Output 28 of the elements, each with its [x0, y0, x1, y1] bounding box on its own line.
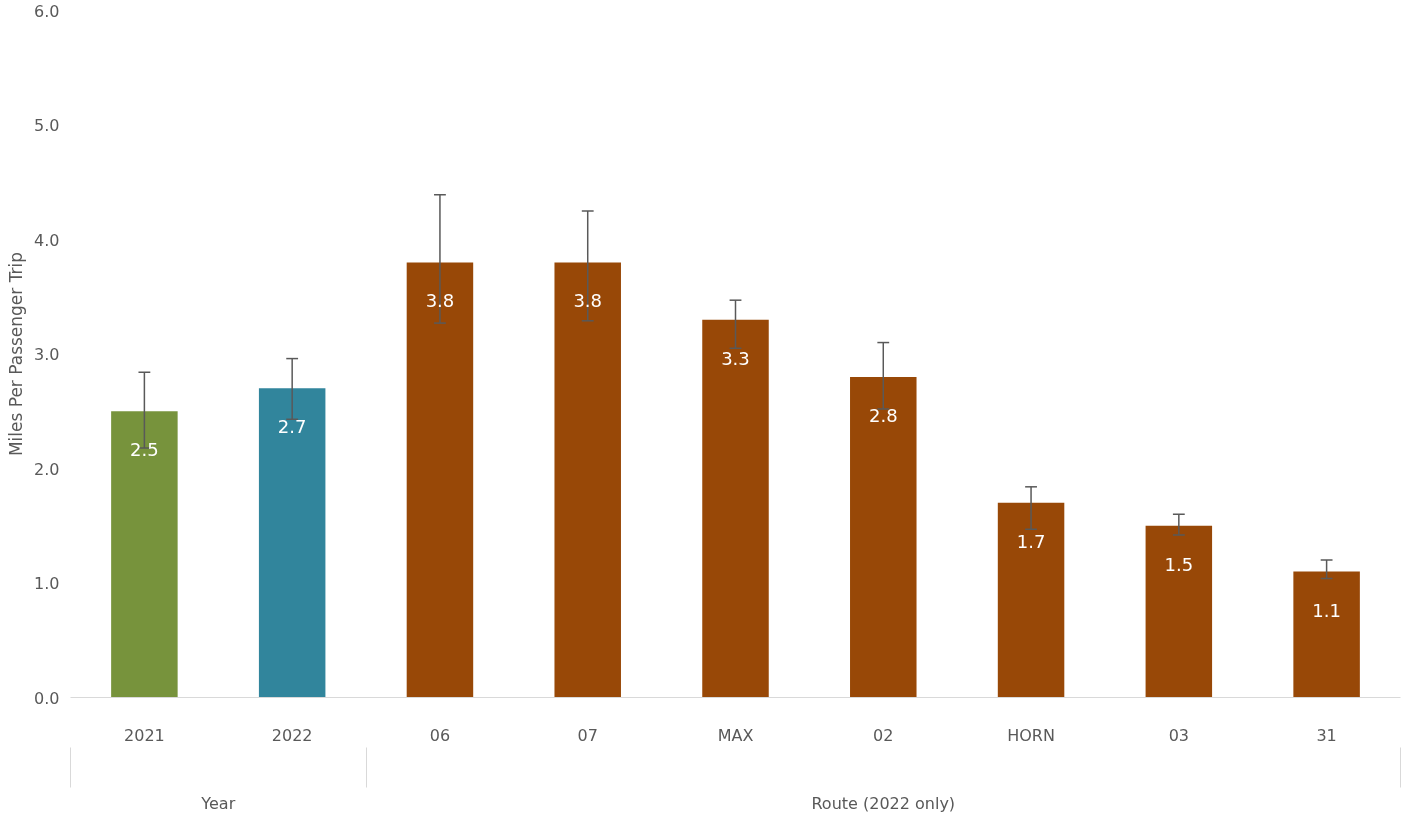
x-tick-label: 2021 — [124, 725, 165, 745]
x-tick-label: 06 — [429, 725, 451, 745]
y-tick-label: 2.0 — [34, 459, 60, 479]
x-tick-label: 31 — [1316, 725, 1337, 745]
y-tick-label: 0.0 — [34, 688, 60, 708]
text: Route (2022 only) — [811, 793, 956, 813]
x-tick-label: 02 — [873, 725, 894, 745]
x-tick-label: MAX — [717, 725, 754, 745]
x-tick-label: 03 — [1168, 725, 1190, 745]
y-tick-label: 3.0 — [34, 345, 60, 364]
y-tick-label: 4.0 — [34, 230, 60, 250]
data-label: 3.8 — [573, 290, 603, 312]
x-tick-label: HORN — [1007, 725, 1055, 745]
y-tick-label: 1.0 — [34, 574, 60, 593]
y-axis-title: Miles Per Passenger Trip — [6, 251, 27, 457]
data-label: 1.7 — [1016, 530, 1046, 552]
y-tick-label: 6.0 — [34, 1, 60, 21]
data-label: 1.1 — [1312, 599, 1341, 621]
text: Year — [200, 793, 236, 813]
x-tick-label: 07 — [577, 725, 598, 745]
data-label: 2.5 — [130, 439, 159, 461]
data-label: 2.7 — [277, 416, 307, 438]
x-tick-label: 2022 — [271, 725, 313, 745]
y-tick-label: 5.0 — [34, 116, 60, 135]
data-label: 2.8 — [868, 404, 898, 426]
data-label: 3.8 — [425, 290, 455, 312]
data-label: 3.3 — [721, 347, 750, 369]
data-label: 1.5 — [1164, 553, 1194, 575]
